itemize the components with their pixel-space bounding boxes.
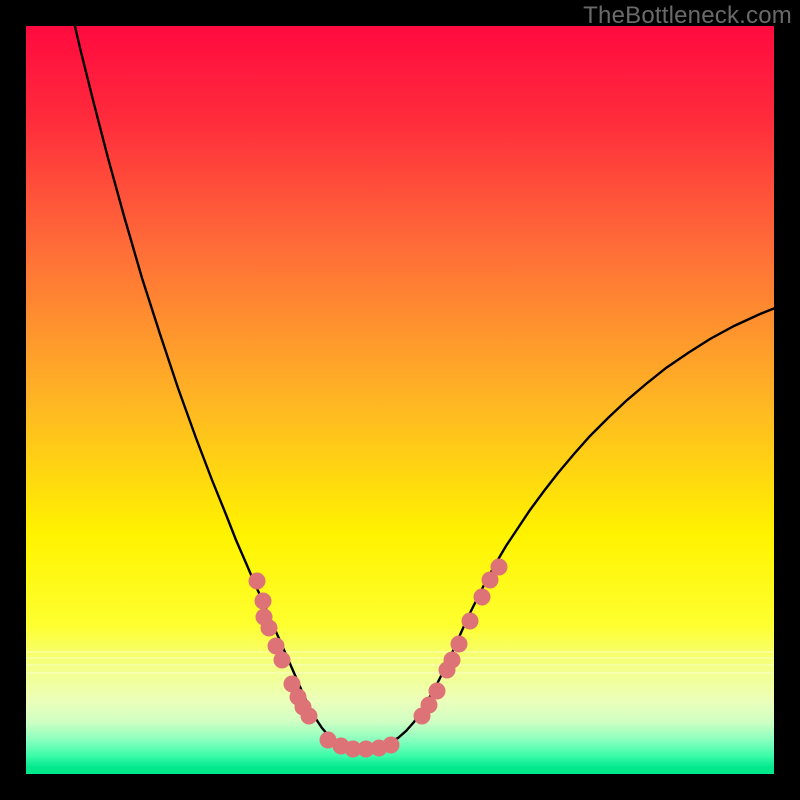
data-dot xyxy=(474,589,491,606)
data-dot xyxy=(444,652,461,669)
data-dot xyxy=(274,652,291,669)
data-dot xyxy=(451,636,468,653)
chart-stage: TheBottleneck.com xyxy=(0,0,800,800)
data-dot xyxy=(462,613,479,630)
thin-band xyxy=(26,651,774,653)
data-dot xyxy=(491,559,508,576)
chart-svg xyxy=(0,0,800,800)
data-dot xyxy=(383,737,400,754)
thin-band xyxy=(26,664,774,666)
data-dot xyxy=(249,573,266,590)
data-dot xyxy=(301,708,318,725)
plot-area xyxy=(26,26,774,774)
data-dot xyxy=(429,683,446,700)
watermark-text: TheBottleneck.com xyxy=(583,2,792,30)
data-dot xyxy=(261,620,278,637)
thin-band xyxy=(26,672,774,674)
data-dot xyxy=(255,593,272,610)
thin-band xyxy=(26,657,774,659)
